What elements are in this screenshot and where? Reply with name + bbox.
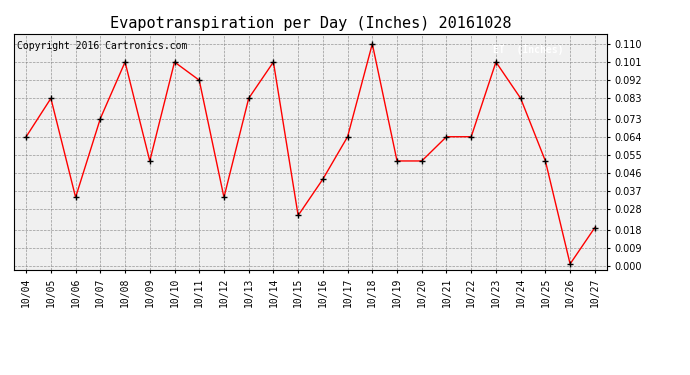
Title: Evapotranspiration per Day (Inches) 20161028: Evapotranspiration per Day (Inches) 2016…: [110, 16, 511, 31]
Text: Copyright 2016 Cartronics.com: Copyright 2016 Cartronics.com: [17, 41, 187, 51]
